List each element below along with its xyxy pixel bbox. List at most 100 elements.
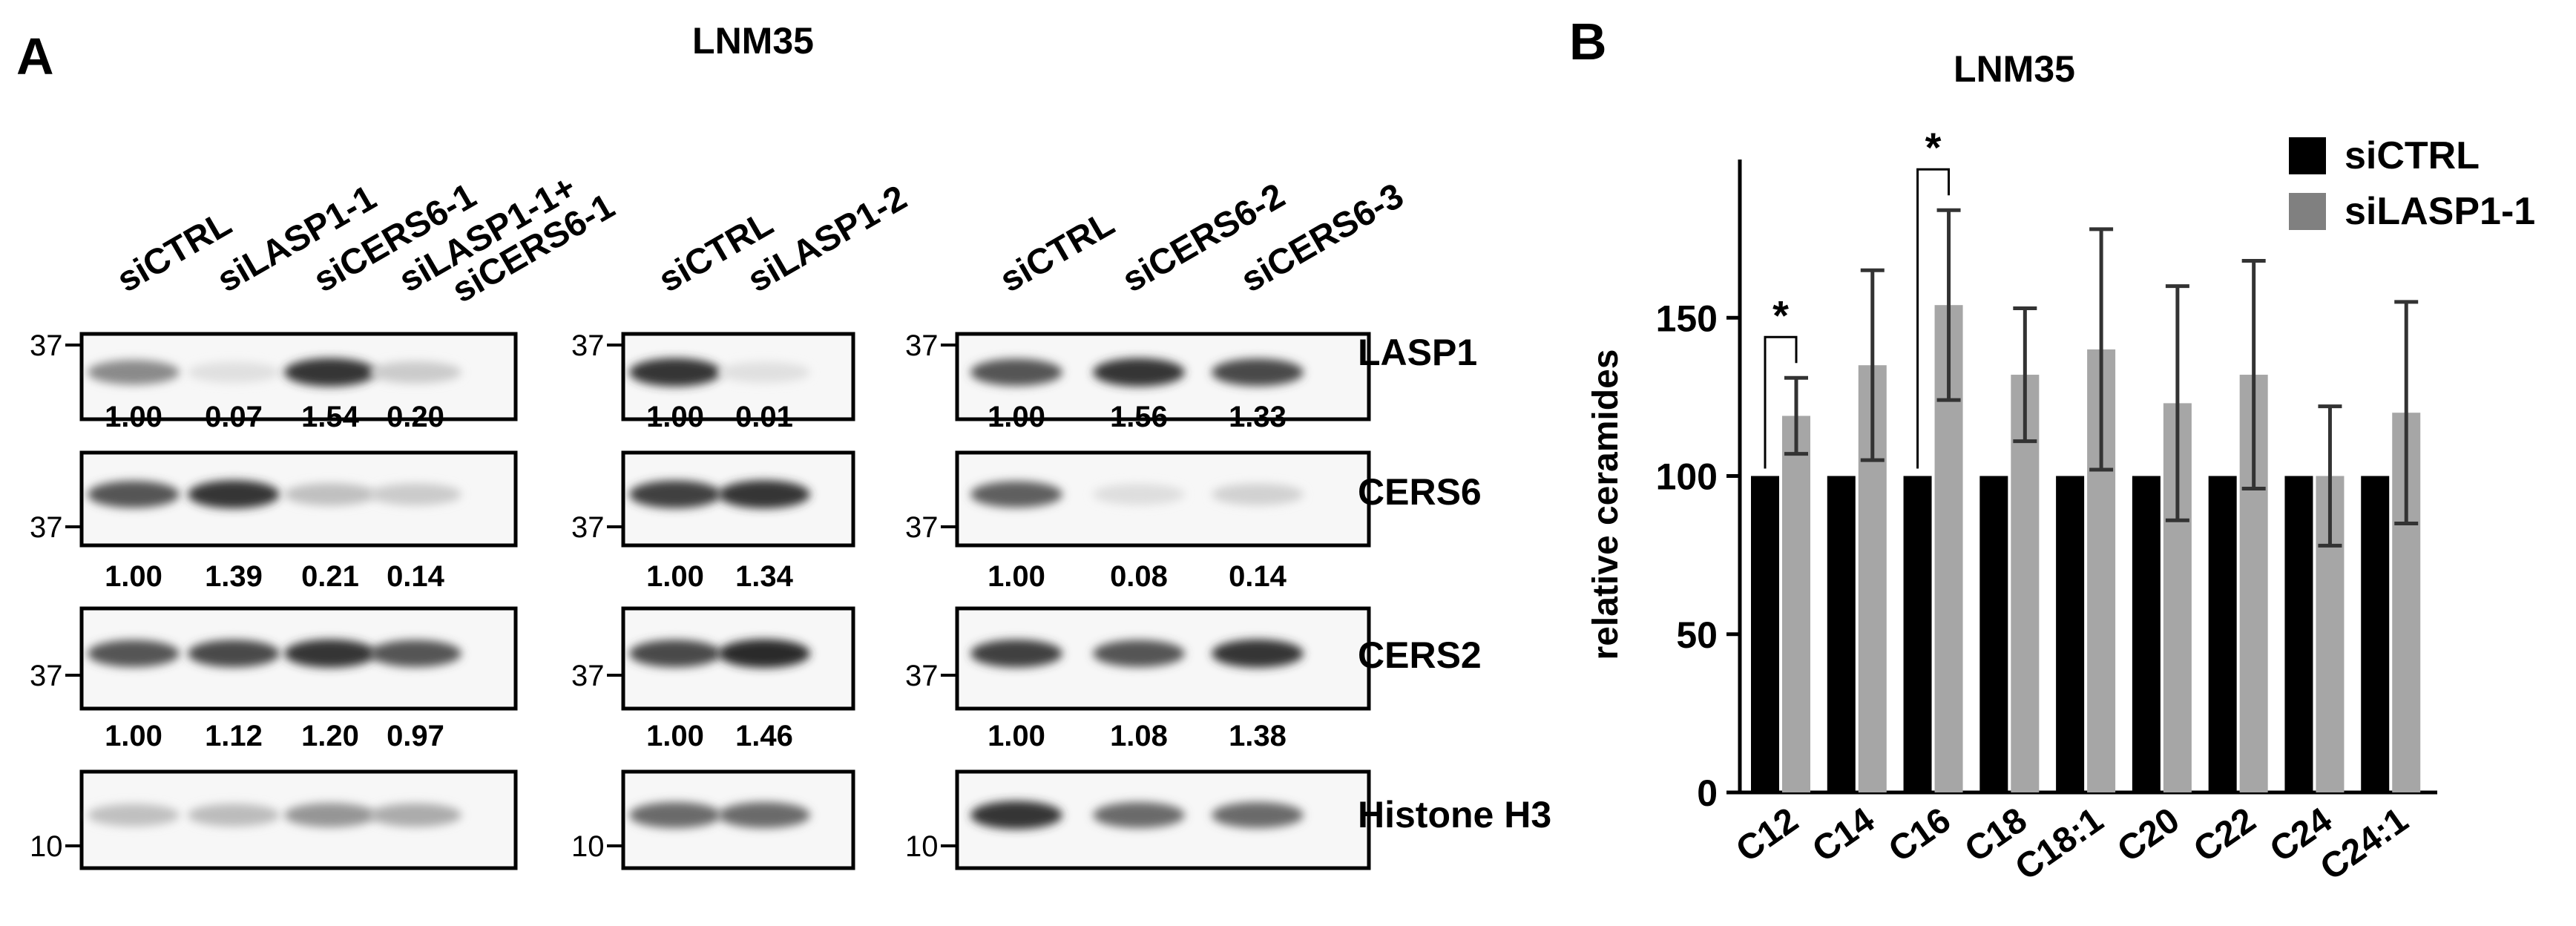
quant-value: 1.00: [988, 401, 1045, 433]
blot-row-lasp1: 37 1.00 0.01: [571, 329, 855, 433]
band: [188, 804, 280, 827]
significance-bracket: [1764, 335, 1798, 469]
band: [1093, 801, 1185, 829]
bar-sictrl: [1903, 476, 1932, 792]
mw-marker: 37: [905, 511, 939, 544]
quant-value: 1.46: [735, 720, 793, 752]
band: [629, 801, 721, 829]
y-tick-label: 150: [1656, 298, 1718, 339]
quant-value: 1.08: [1110, 720, 1168, 752]
quant-value: 0.20: [387, 401, 444, 433]
blot-row-histone-h3: 10: [905, 769, 1371, 870]
quant-value: 0.97: [387, 720, 444, 752]
y-axis-label: relative ceramides: [1586, 349, 1626, 660]
y-tick-label: 50: [1676, 614, 1718, 656]
band: [188, 640, 280, 668]
bar-sictrl: [2208, 476, 2237, 792]
band: [718, 801, 810, 829]
legend-label: siCTRL: [2345, 134, 2480, 177]
quant-value: 1.39: [205, 560, 263, 593]
bar-sictrl: [2132, 476, 2161, 792]
band: [970, 481, 1062, 508]
legend-swatch: [2289, 137, 2326, 174]
band: [88, 804, 180, 827]
mw-marker: 10: [571, 830, 605, 863]
bar-sictrl: [1751, 476, 1779, 792]
lane-label: siLASP1-1+siCERS6-1: [392, 156, 621, 331]
band: [88, 640, 180, 667]
band: [1093, 358, 1185, 387]
mw-marker: 37: [905, 660, 939, 692]
blot-row-cers6: 37 1.00 1.34: [571, 450, 855, 593]
band: [629, 480, 721, 509]
band: [629, 358, 721, 387]
band: [1212, 801, 1304, 829]
x-tick-label: C24:1: [2313, 801, 2415, 888]
quant-value: 1.00: [646, 401, 704, 433]
blot-row-histone-h3: 10: [30, 769, 518, 870]
blot-row-cers6: 37 1.00 1.39 0.21 0.14: [30, 450, 518, 593]
legend-swatch: [2289, 193, 2326, 230]
band: [1212, 639, 1304, 668]
mw-marker: 37: [571, 511, 605, 544]
band: [369, 640, 461, 667]
band: [284, 358, 376, 387]
quant-value: 1.12: [205, 720, 263, 752]
blot-row-cers2: 37 1.00 1.12 1.20 0.97: [30, 606, 518, 752]
y-tick-label: 0: [1697, 772, 1718, 814]
quant-value: 1.00: [105, 560, 162, 593]
band: [284, 639, 376, 668]
mw-marker: 37: [30, 660, 63, 692]
band: [284, 803, 376, 827]
bar-sictrl: [1979, 476, 2008, 792]
x-tick-label: C22: [2186, 801, 2263, 870]
mw-marker: 37: [905, 329, 939, 362]
band: [88, 360, 180, 385]
protein-label: CERS2: [1358, 634, 1482, 676]
legend: siCTRL siLASP1-1: [2289, 134, 2535, 233]
quant-value: 1.34: [735, 560, 794, 593]
bar-sictrl: [2284, 476, 2313, 792]
quant-value: 1.00: [988, 560, 1045, 593]
quant-value: 1.33: [1229, 401, 1287, 433]
quant-value: 1.56: [1110, 401, 1168, 433]
blot-row-lasp1: 37 1.00 1.56 1.33: [905, 329, 1371, 433]
significance-marker: *: [1925, 124, 1942, 171]
quant-value: 1.00: [105, 401, 162, 433]
chart-title: LNM35: [1954, 48, 2075, 90]
quant-value: 0.21: [301, 560, 359, 593]
significance-marker: *: [1772, 292, 1789, 338]
mw-marker: 37: [571, 329, 605, 362]
blot-layer: siCTRLsiLASP1-1siCERS6-1siLASP1-1+siCERS…: [30, 156, 1551, 870]
band: [284, 483, 376, 506]
quant-value: 0.14: [387, 560, 445, 593]
blot-row-cers2: 37 1.00 1.08 1.38: [905, 606, 1371, 752]
blot-row-histone-h3: 10: [571, 769, 855, 870]
band: [970, 639, 1062, 668]
protein-label: LASP1: [1358, 332, 1477, 373]
legend-label: siLASP1-1: [2345, 190, 2535, 233]
bar-silasp1-1: [2011, 375, 2040, 792]
quant-value: 1.38: [1229, 720, 1287, 752]
x-tick-label: C14: [1805, 800, 1882, 870]
bar-silasp1-1: [1782, 416, 1810, 792]
quant-value: 1.00: [988, 720, 1045, 752]
x-tick-label: C16: [1882, 801, 1958, 870]
mw-marker: 37: [30, 329, 63, 362]
quant-value: 0.07: [205, 401, 263, 433]
band: [970, 801, 1062, 830]
band: [88, 481, 180, 508]
mw-marker: 10: [30, 830, 63, 863]
significance-bracket: [1916, 168, 1951, 469]
blot-row-lasp1: 37 1.00 0.07 1.54 0.20: [30, 329, 518, 433]
band: [1212, 483, 1304, 505]
bar-sictrl: [1827, 476, 1856, 792]
x-tick-label: C18:1: [2008, 801, 2110, 888]
band: [369, 361, 461, 384]
x-tick-label: C20: [2111, 801, 2187, 870]
mw-marker: 10: [905, 830, 939, 863]
y-tick-label: 100: [1656, 456, 1718, 498]
band: [188, 480, 280, 509]
quant-value: 1.00: [646, 560, 704, 593]
